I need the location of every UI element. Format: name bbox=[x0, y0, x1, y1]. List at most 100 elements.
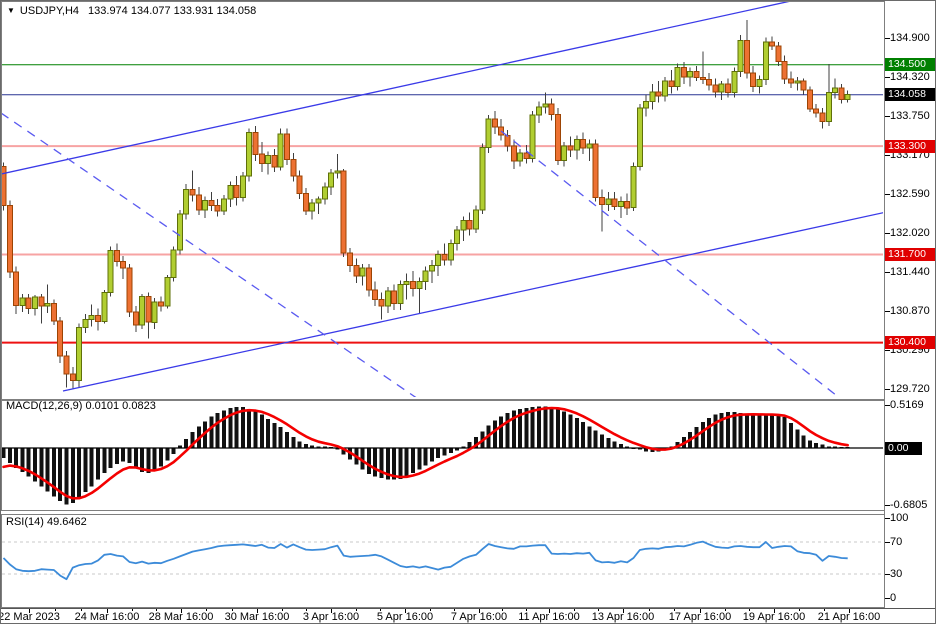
price-tick-mark bbox=[885, 38, 890, 39]
date-tick-label: 21 Apr 16:00 bbox=[817, 611, 881, 623]
date-tick-mark bbox=[107, 609, 108, 613]
bear-candle bbox=[195, 194, 202, 211]
bull-candle bbox=[586, 143, 593, 149]
macd-histogram-bar bbox=[114, 448, 119, 464]
date-tick-label: 11 Apr 16:00 bbox=[518, 611, 580, 623]
bull-candle bbox=[649, 91, 656, 102]
macd-histogram-bar bbox=[600, 434, 604, 448]
macd-histogram-bar bbox=[442, 448, 447, 456]
macd-histogram-bar bbox=[247, 408, 252, 448]
macd-histogram-bar bbox=[530, 407, 535, 448]
bear-candle bbox=[214, 205, 221, 212]
bear-candle bbox=[706, 79, 713, 86]
bull-candle bbox=[630, 165, 637, 209]
bear-candle bbox=[548, 103, 555, 115]
bull-candle bbox=[731, 71, 738, 94]
macd-histogram-bar bbox=[492, 420, 497, 448]
macd-histogram-bar bbox=[45, 448, 50, 492]
bear-candle bbox=[592, 143, 599, 199]
bull-candle bbox=[485, 118, 492, 148]
price-tick-mark bbox=[885, 155, 890, 156]
date-minor-tick bbox=[799, 609, 800, 611]
date-tick-label: 24 Mar 16:00 bbox=[74, 611, 140, 623]
ohlc-values-label: 133.974 134.077 133.931 134.058 bbox=[88, 5, 257, 17]
date-minor-tick bbox=[526, 609, 527, 611]
macd-indicator-label: MACD(12,26,9) 0.0101 0.0823 bbox=[6, 400, 156, 412]
main-price-pane[interactable] bbox=[1, 1, 936, 403]
macd-histogram-bar bbox=[121, 448, 126, 462]
macd-histogram-bar bbox=[159, 448, 163, 467]
trendline-dashed-2[interactable] bbox=[1, 112, 421, 401]
bull-candle bbox=[19, 297, 26, 306]
bear-candle bbox=[63, 355, 70, 375]
symbol-dropdown-icon[interactable]: ▼ bbox=[7, 6, 15, 15]
bear-candle bbox=[208, 199, 215, 207]
macd-histogram-bar bbox=[133, 448, 138, 468]
macd-tick-mark bbox=[885, 405, 890, 406]
macd-histogram-bar bbox=[385, 448, 390, 480]
price-tick-mark bbox=[885, 77, 890, 78]
bear-candle bbox=[806, 89, 813, 110]
macd-histogram-bar bbox=[39, 448, 44, 487]
date-minor-tick bbox=[356, 609, 357, 611]
bull-candle bbox=[454, 229, 461, 245]
rsi-tick-mark bbox=[885, 542, 890, 543]
bear-candle bbox=[693, 71, 700, 79]
macd-histogram-bar bbox=[77, 448, 82, 498]
date-minor-tick bbox=[156, 609, 157, 611]
macd-histogram-bar bbox=[694, 427, 699, 448]
macd-histogram-bar bbox=[366, 448, 371, 474]
date-tick-mark bbox=[181, 609, 182, 613]
macd-histogram-bar bbox=[89, 448, 94, 487]
macd-histogram-bar bbox=[461, 446, 466, 448]
date-minor-tick bbox=[81, 609, 82, 611]
bear-candle bbox=[290, 159, 297, 177]
macd-histogram-bar bbox=[562, 411, 567, 448]
bull-candle bbox=[101, 292, 108, 323]
date-tick-label: 17 Apr 16:00 bbox=[668, 611, 732, 623]
rsi-tick-label: 0 bbox=[890, 592, 897, 604]
bear-candle bbox=[69, 373, 76, 382]
macd-histogram-bar bbox=[719, 413, 724, 448]
macd-histogram-bar bbox=[272, 423, 277, 448]
macd-histogram-bar bbox=[152, 448, 157, 471]
macd-histogram-bar bbox=[618, 443, 623, 448]
bull-candle bbox=[265, 155, 272, 165]
macd-histogram-bar bbox=[474, 437, 478, 448]
date-minor-tick bbox=[502, 609, 503, 611]
macd-histogram-bar bbox=[807, 440, 812, 448]
bull-candle bbox=[617, 201, 624, 207]
bear-candle bbox=[365, 267, 372, 291]
rsi-line bbox=[2, 540, 848, 581]
price-tick-mark bbox=[885, 233, 890, 234]
trendline-solid-1[interactable] bbox=[62, 201, 936, 392]
bull-candle bbox=[44, 302, 51, 307]
date-tick-label: 19 Apr 16:00 bbox=[742, 611, 806, 623]
date-minor-tick bbox=[380, 609, 381, 611]
macd-histogram-bar bbox=[222, 410, 226, 448]
macd-histogram-bar bbox=[228, 408, 233, 448]
bear-candle bbox=[410, 281, 416, 289]
bull-candle bbox=[529, 114, 536, 159]
price-tick-mark bbox=[885, 350, 890, 351]
bear-candle bbox=[712, 84, 719, 93]
bear-candle bbox=[743, 39, 750, 74]
macd-pane[interactable] bbox=[2, 406, 885, 505]
macd-histogram-bar bbox=[429, 448, 434, 462]
macd-histogram-bar bbox=[738, 413, 743, 448]
macd-histogram-bar bbox=[795, 429, 800, 448]
macd-histogram-bar bbox=[549, 407, 554, 448]
macd-histogram-bar bbox=[751, 413, 756, 448]
trendline-solid-0[interactable] bbox=[1, 1, 936, 175]
trendline-dashed-3[interactable] bbox=[500, 130, 846, 403]
macd-histogram-bar bbox=[587, 426, 592, 448]
bear-candle bbox=[624, 201, 631, 209]
rsi-pane[interactable] bbox=[2, 540, 884, 581]
macd-histogram-bar bbox=[398, 448, 403, 479]
macd-histogram-bar bbox=[278, 427, 283, 448]
bear-candle bbox=[113, 250, 120, 262]
macd-histogram-bar bbox=[770, 414, 775, 448]
bull-candle bbox=[737, 39, 744, 73]
bull-candle bbox=[277, 133, 284, 168]
